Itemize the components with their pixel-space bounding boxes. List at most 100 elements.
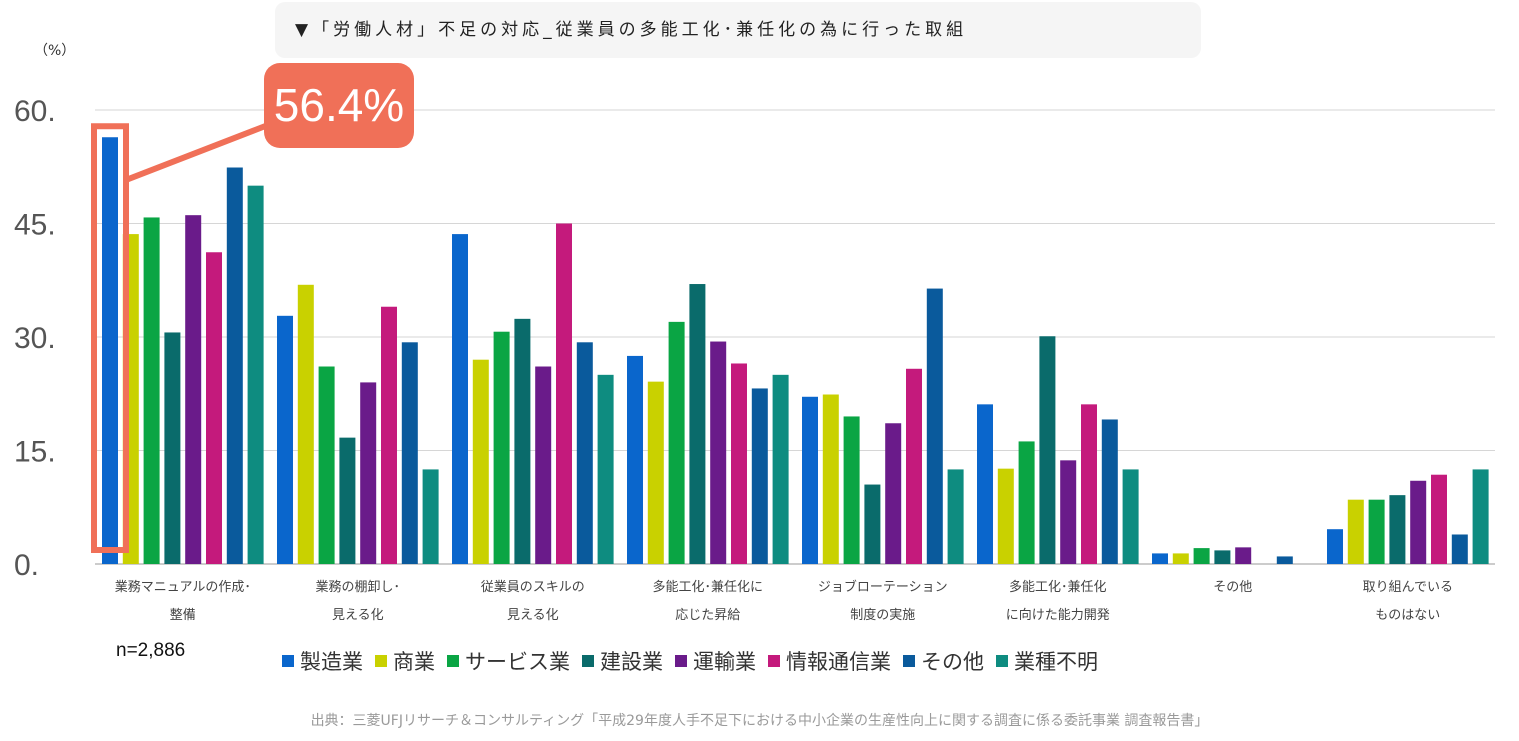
- legend-label: 商業: [393, 650, 435, 674]
- legend-item: その他: [903, 646, 984, 676]
- legend-item: 建設業: [582, 646, 663, 676]
- legend-label: 情報通信業: [786, 650, 891, 674]
- bar: [926, 288, 943, 564]
- bar: [206, 252, 222, 564]
- bar: [977, 404, 993, 564]
- highlight-callout: 56.4%: [264, 63, 414, 148]
- bar: [1389, 495, 1406, 564]
- bar: [1451, 534, 1468, 564]
- bars: [102, 137, 1489, 565]
- bar: [1193, 548, 1210, 564]
- bar: [864, 484, 881, 564]
- bar: [381, 306, 397, 564]
- bar: [751, 388, 768, 564]
- bar: [1060, 460, 1077, 564]
- source-note: 出典：三菱UFJリサーチ＆コンサルティング「平成29年度人手不足下における中小企…: [310, 713, 1209, 729]
- bar: [143, 217, 160, 565]
- legend-swatch: [282, 655, 294, 667]
- x-category-label: に向けた能力開発: [1006, 607, 1110, 623]
- bar: [1347, 499, 1364, 564]
- y-tick-label: 0.: [14, 549, 39, 582]
- bar: [318, 366, 335, 564]
- legend-label: 製造業: [300, 650, 363, 674]
- legend-label: サービス業: [465, 650, 570, 674]
- legend-item: 情報通信業: [768, 646, 891, 676]
- bar: [1368, 499, 1385, 564]
- x-category-label: 業務の棚卸し･: [316, 579, 401, 595]
- bar: [772, 374, 789, 564]
- legend-item: サービス業: [447, 646, 570, 676]
- bar: [452, 234, 468, 565]
- legend-item: 運輸業: [675, 646, 756, 676]
- x-category-label: ジョブローテーション: [818, 579, 948, 595]
- legend-swatch: [447, 655, 459, 667]
- bar: [647, 381, 664, 564]
- legend-label: その他: [921, 650, 984, 674]
- bar: [1039, 336, 1056, 564]
- bar: [514, 318, 531, 564]
- bar: [576, 342, 593, 564]
- sample-size: n=2,886: [116, 640, 186, 661]
- y-tick-label: 15.: [14, 436, 56, 469]
- chart-title: ▼「労働人材」不足の対応_従業員の多能工化･兼任化の為に行った取組: [295, 20, 968, 40]
- bar: [1327, 529, 1343, 564]
- x-category-label: 業務マニュアルの作成･: [115, 579, 251, 595]
- bar: [277, 315, 293, 564]
- bar: [597, 374, 614, 564]
- x-category-label: 多能工化･兼任化: [1009, 579, 1107, 595]
- legend-item: 業種不明: [996, 646, 1098, 676]
- bar: [802, 396, 818, 564]
- bar: [247, 185, 264, 564]
- title-box: ▼「労働人材」不足の対応_従業員の多能工化･兼任化の為に行った取組: [275, 2, 1201, 58]
- y-unit-label: （%）: [34, 43, 76, 59]
- bar: [535, 366, 552, 564]
- legend-swatch: [375, 655, 387, 667]
- highlight-annotation: [91, 122, 270, 554]
- legend-item: 製造業: [282, 646, 363, 676]
- x-category-label: 多能工化･兼任化に: [653, 579, 764, 595]
- x-category-label: その他: [1213, 580, 1252, 595]
- callout-connector: [124, 122, 270, 183]
- bar: [997, 468, 1014, 564]
- bar: [226, 167, 243, 565]
- legend-label: 運輸業: [693, 650, 756, 674]
- bar: [843, 416, 860, 564]
- bar: [1081, 404, 1097, 564]
- bar: [1152, 553, 1168, 564]
- y-tick-label: 60.: [14, 95, 56, 128]
- x-category-label: 見える化: [507, 608, 559, 623]
- x-category-label: 見える化: [332, 608, 384, 623]
- bar: [1214, 550, 1231, 564]
- bar: [1276, 556, 1293, 564]
- bar: [102, 137, 118, 565]
- bar-chart: 0. 15. 30. 45. 60. 業務マニュアルの作成･ 整備 業務の棚卸し･ 見える化 従…: [14, 95, 1495, 623]
- bar: [1235, 547, 1252, 564]
- bar: [493, 331, 510, 564]
- bar: [885, 423, 902, 564]
- bar: [422, 469, 439, 564]
- bar: [185, 215, 202, 564]
- bar: [360, 382, 377, 564]
- bar: [1431, 474, 1447, 564]
- x-category-label: ものはない: [1375, 608, 1440, 623]
- bar: [822, 394, 839, 564]
- x-category-label: 従業員のスキルの: [481, 579, 585, 595]
- legend-swatch: [675, 655, 687, 667]
- legend-swatch: [582, 655, 594, 667]
- legend-swatch: [996, 655, 1008, 667]
- y-tick-label: 30.: [14, 322, 56, 355]
- bar: [1410, 480, 1427, 564]
- bar: [1122, 469, 1139, 564]
- bar: [472, 359, 489, 564]
- bar: [710, 341, 727, 564]
- legend-swatch: [903, 655, 915, 667]
- bar: [297, 284, 314, 564]
- legend-swatch: [768, 655, 780, 667]
- bar: [401, 342, 418, 564]
- bar: [164, 332, 181, 564]
- bar: [906, 368, 922, 564]
- x-category-label: 取り組んでいる: [1363, 580, 1453, 595]
- x-category-label: 応じた昇給: [675, 608, 740, 623]
- legend-label: 業種不明: [1014, 650, 1098, 674]
- x-category-label: 制度の実施: [850, 607, 915, 623]
